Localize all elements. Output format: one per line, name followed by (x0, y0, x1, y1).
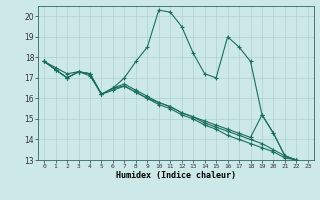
X-axis label: Humidex (Indice chaleur): Humidex (Indice chaleur) (116, 171, 236, 180)
